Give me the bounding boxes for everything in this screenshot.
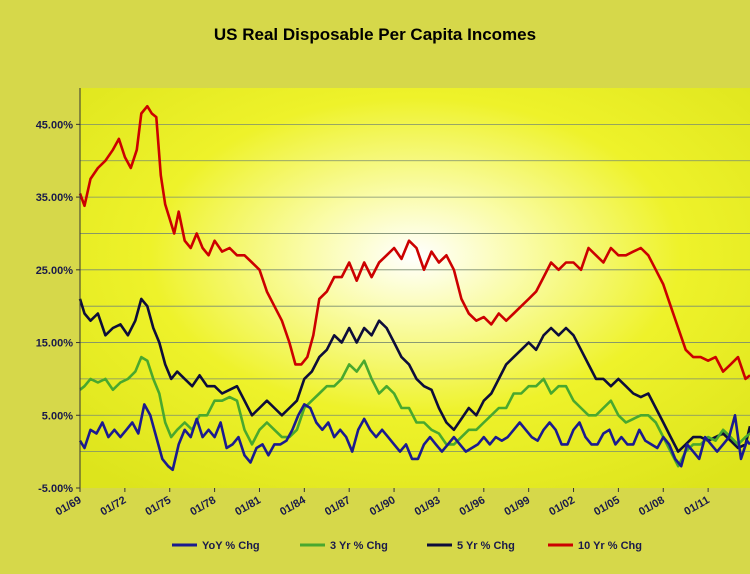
series-line-3-yr-chg xyxy=(79,355,750,468)
legend-item: 10 Yr % Chg xyxy=(548,540,642,552)
y-tick-label: 5.00% xyxy=(42,410,73,422)
series-line-5-yr-chg xyxy=(78,297,750,453)
y-tick-label: 35.00% xyxy=(36,192,74,204)
legend-item: 5 Yr % Chg xyxy=(427,540,515,552)
legend-item: 3 Yr % Chg xyxy=(300,540,388,552)
y-tick-label: -5.00% xyxy=(38,483,73,495)
legend-label: 3 Yr % Chg xyxy=(330,540,388,552)
series-line-yoy-chg xyxy=(78,403,750,472)
y-axis-ticks: -5.00% 5.00% 15.00% 25.00% 35.00% 45.00% xyxy=(36,119,80,495)
legend-item: YoY % Chg xyxy=(172,540,260,552)
chart-title: US Real Disposable Per Capita Incomes xyxy=(214,25,536,44)
legend-label: 10 Yr % Chg xyxy=(578,540,642,552)
y-tick-label: 45.00% xyxy=(36,119,74,131)
legend-label: 5 Yr % Chg xyxy=(457,540,515,552)
series-line-10-yr-chg xyxy=(78,104,750,381)
legend: YoY % Chg 3 Yr % Chg 5 Yr % Chg 10 Yr % Chg xyxy=(172,540,642,552)
y-tick-label: 25.00% xyxy=(36,265,74,277)
y-tick-label: 15.00% xyxy=(36,338,74,350)
legend-label: YoY % Chg xyxy=(202,540,260,552)
series-lines xyxy=(78,104,750,472)
gridlines xyxy=(80,123,750,453)
